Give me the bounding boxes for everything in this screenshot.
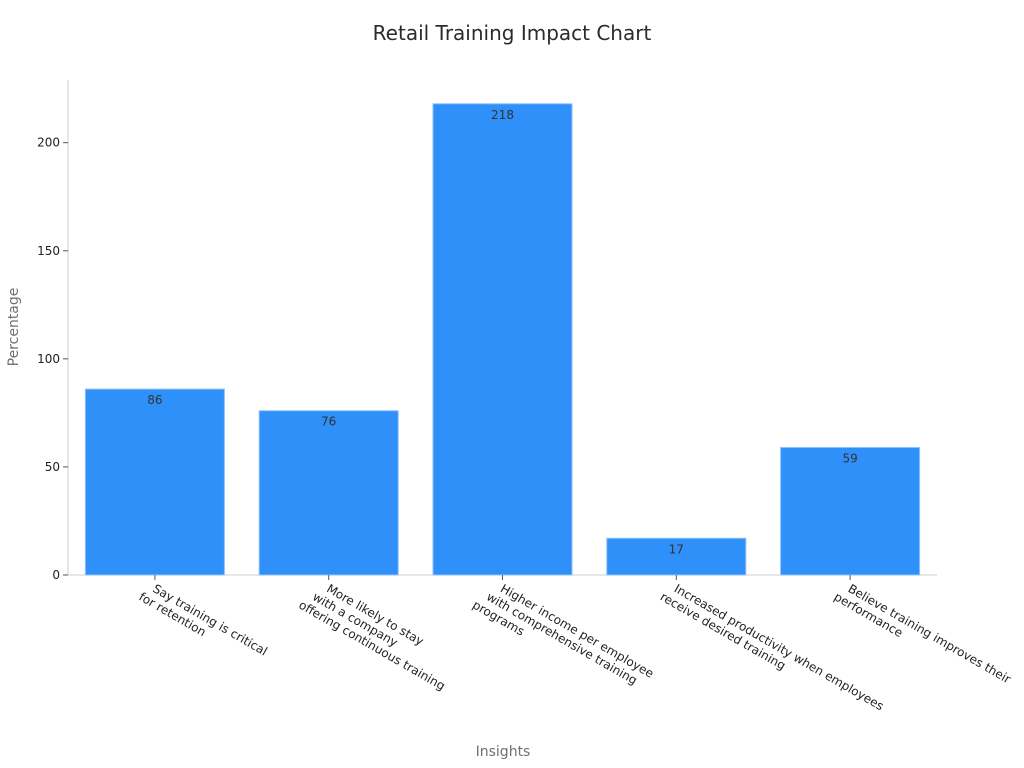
y-tick-label: 0: [52, 568, 60, 582]
bar: [780, 446, 921, 576]
bar-value-label: 86: [147, 393, 162, 407]
x-axis-ticks: Say training is criticalfor retention Mor…: [136, 573, 1014, 713]
y-axis-ticks: 0 50 100 150 200: [37, 136, 68, 582]
y-tick-label: 100: [37, 352, 60, 366]
x-tick-label: Say training is criticalfor retention: [136, 577, 269, 670]
bar: [432, 103, 573, 576]
bar: [84, 388, 225, 576]
y-axis-title: Percentage: [6, 288, 22, 367]
y-tick-label: 200: [37, 136, 60, 150]
bar-value-label: 59: [842, 451, 857, 465]
x-tick-label-line: Believe training improves their: [846, 581, 1014, 686]
x-tick-label: Higher income per employeewith comprehen…: [470, 573, 656, 705]
bar-value-label: 76: [321, 415, 336, 429]
x-tick-label: More likely to staywith a companyofferin…: [296, 573, 461, 693]
chart-title: Retail Training Impact Chart: [373, 21, 652, 45]
y-tick-label: 150: [37, 244, 60, 258]
bar-value-label: 17: [669, 542, 684, 556]
x-tick-label-line: receive desired training: [658, 590, 788, 673]
bars-group: [84, 103, 921, 576]
x-tick-label-line: with comprehensive training: [484, 590, 640, 688]
bar: [258, 410, 399, 576]
x-tick-label: Believe training improves theirperforman…: [832, 577, 1014, 698]
bar-value-label: 218: [491, 108, 514, 122]
data-labels-group: 86 76 218 17 59: [147, 108, 857, 556]
y-tick-label: 50: [45, 460, 60, 474]
x-axis-title: Insights: [476, 744, 531, 760]
